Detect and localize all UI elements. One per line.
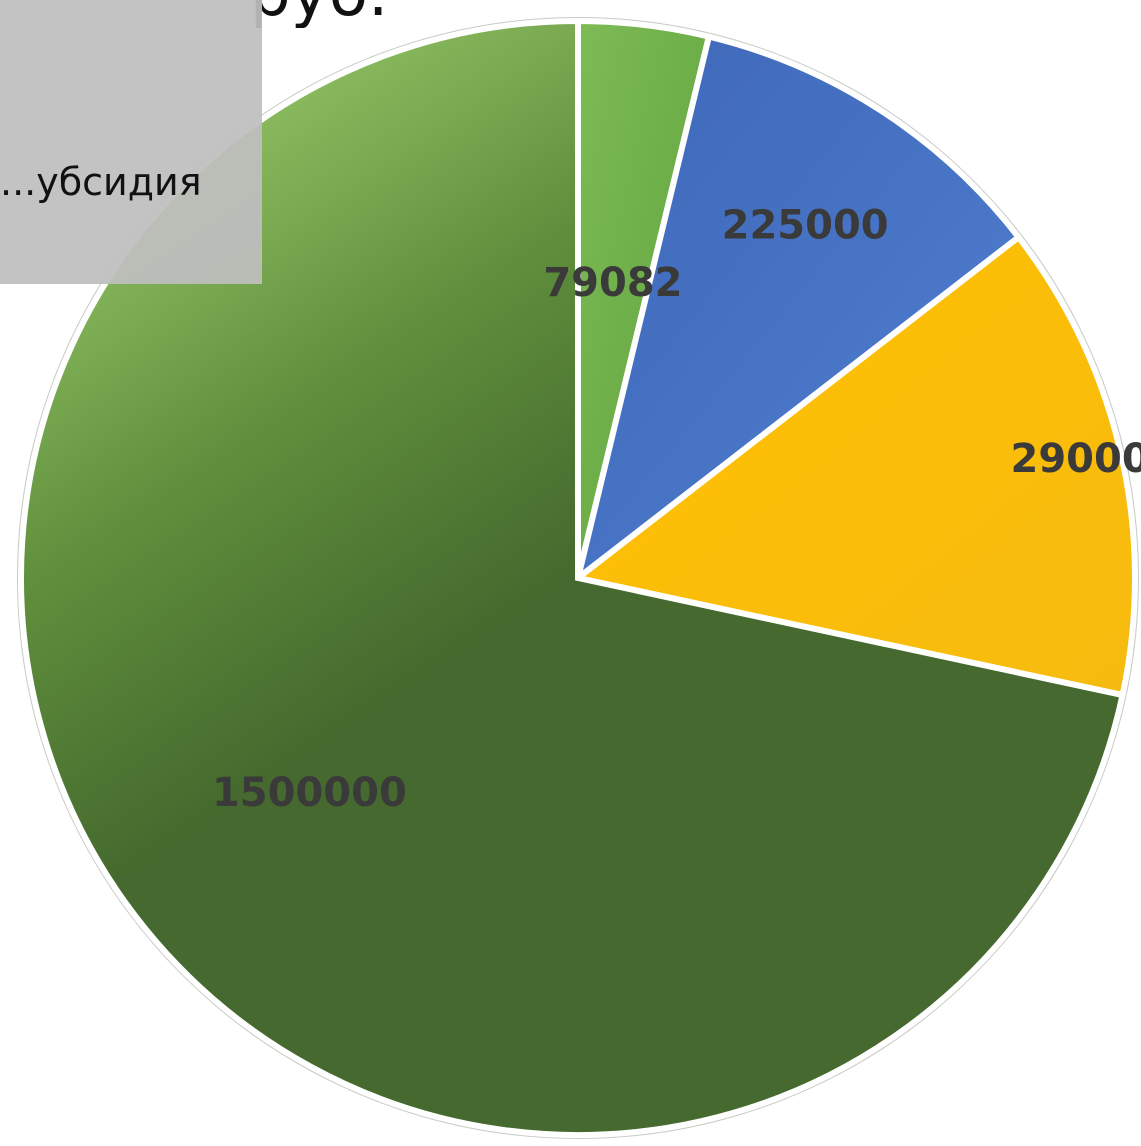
data-label-yellow: 290000 [1011,436,1141,482]
data-label-small-green: 79082 [543,260,682,306]
pie-slice-yellow [571,232,1138,699]
legend-entry-label: ...убсидия [0,160,202,204]
legend-entry: ...убсидия [0,160,230,204]
data-label-blue: 225000 [722,202,889,248]
legend: ...убсидия [0,0,262,284]
chart-title: руб. [250,0,450,28]
data-label-large-green: 1500000 [212,770,407,816]
pie-slice-blue [573,32,1023,586]
